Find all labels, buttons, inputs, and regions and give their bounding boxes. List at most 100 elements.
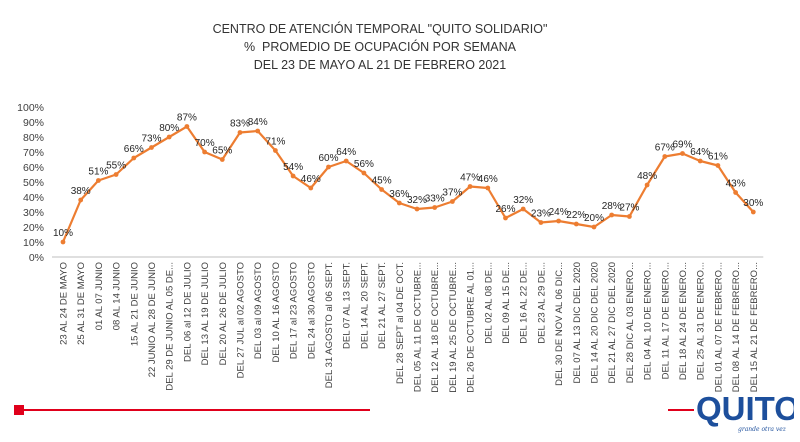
x-tick-label: DEL 11 AL 17 DE ENERO...	[660, 262, 671, 379]
data-point	[467, 184, 473, 189]
data-point	[485, 185, 491, 191]
data-point	[60, 239, 66, 245]
quito-logo: QUITO grande otra vez	[696, 390, 794, 433]
data-label: 32%	[513, 195, 533, 206]
data-point	[432, 205, 438, 210]
data-label: 48%	[637, 171, 657, 182]
data-point	[750, 209, 756, 215]
logo-wordmark: QUITO	[696, 390, 794, 427]
data-label: 32%	[407, 195, 427, 206]
x-tick-label: DEL 23 AL 29 DE...	[536, 262, 547, 344]
y-tick-label: 60%	[23, 162, 44, 174]
data-point	[609, 212, 615, 218]
data-label: 64%	[690, 147, 710, 158]
data-point	[361, 170, 367, 176]
data-label: 55%	[106, 161, 126, 172]
data-point	[166, 134, 172, 140]
x-tick-label: DEL 07 AL 13 DIC DEL 2020	[572, 262, 583, 383]
data-label: 61%	[708, 152, 728, 163]
data-point	[149, 145, 154, 150]
footer-line-right	[668, 409, 694, 411]
data-point	[503, 215, 508, 221]
x-tick-label: DEL 12 AL 18 DE OCTUBRE...	[430, 262, 441, 393]
data-label: 46%	[478, 174, 498, 185]
data-label: 60%	[318, 153, 338, 164]
data-point	[573, 221, 579, 227]
x-tick-label: DEL 14 AL 20 SEPT.	[359, 262, 370, 349]
data-label: 27%	[619, 203, 639, 214]
data-point	[662, 154, 668, 159]
data-label: 36%	[389, 189, 409, 200]
data-point	[556, 218, 561, 224]
y-tick-label: 80%	[23, 132, 44, 144]
x-tick-label: DEL 09 AL 15 DE...	[501, 262, 512, 344]
x-tick-label: DEL 02 AL 08 DE...	[483, 262, 494, 344]
data-label: 51%	[88, 167, 108, 178]
data-label: 66%	[124, 144, 144, 155]
data-label: 26%	[495, 204, 515, 215]
chart-subtitle-2: DEL 23 DE MAYO AL 21 DE FEBRERO 2021	[253, 58, 507, 72]
y-tick-label: 100%	[17, 102, 44, 114]
data-point	[733, 190, 738, 195]
x-tick-label: DEL 19 AL 25 DE OCTUBRE...	[448, 262, 459, 393]
data-point	[715, 163, 721, 168]
data-label: 22%	[566, 210, 586, 221]
data-point	[414, 206, 420, 212]
data-point	[290, 173, 296, 179]
data-label: 10%	[53, 228, 73, 239]
data-point	[113, 172, 119, 177]
y-tick-label: 70%	[23, 147, 44, 159]
data-point	[697, 158, 703, 164]
data-point	[680, 151, 685, 156]
data-point	[273, 148, 278, 153]
data-label: 33%	[425, 194, 445, 205]
x-tick-label: DEL 07 AL 13 SEPT.	[342, 262, 353, 349]
series-line	[61, 125, 755, 243]
data-label: 67%	[655, 143, 675, 154]
data-label: 54%	[283, 162, 303, 173]
data-label: 28%	[602, 201, 622, 212]
data-point	[520, 206, 526, 212]
y-tick-label: 10%	[23, 237, 44, 249]
data-label: 70%	[195, 138, 215, 149]
x-tick-label: DEL 30 DE NOV AL 06 DIC...	[554, 262, 565, 386]
chart-subtitle-1: % PROMEDIO DE OCUPACIÓN POR SEMANA	[243, 40, 517, 54]
x-tick-label: DEL 28 SEPT al 04 DE OCT.	[395, 262, 406, 384]
x-tick-label: DEL 27 JUL al 02 AGOSTO	[236, 262, 247, 378]
x-tick-label: DEL 31 AGOSTO al 06 SEPT.	[324, 262, 335, 388]
x-tick-label: DEL 25 AL 31 DE ENERO...	[696, 262, 707, 380]
data-point	[396, 200, 402, 206]
data-label: 46%	[301, 174, 321, 185]
data-label: 37%	[442, 188, 462, 199]
x-tick-label: DEL 21 AL 27 DIC DEL 2020	[607, 262, 618, 383]
data-label: 83%	[230, 119, 250, 130]
data-point	[627, 214, 632, 219]
x-tick-label: DEL 01 AL 07 DE FEBRERO...	[713, 262, 724, 392]
data-point	[219, 157, 225, 162]
x-tick-label: DEL 16 AL 22 DE...	[519, 262, 530, 344]
x-tick-label: 25 AL 31 DE MAYO	[76, 262, 87, 345]
data-label: 73%	[141, 134, 161, 145]
data-point	[538, 220, 544, 225]
data-label: 71%	[265, 137, 285, 148]
data-point	[450, 199, 455, 204]
footer-line-left	[14, 409, 370, 411]
data-label: 65%	[212, 146, 232, 157]
x-tick-label: DEL 14 AL 20 DIC DEL 2020	[590, 262, 601, 383]
x-tick-label: DEL 15 AL 21 DE FEBRERO...	[749, 262, 760, 392]
data-point	[326, 164, 331, 170]
x-tick-label: DEL 20 AL 26 DE JULIO	[218, 262, 229, 365]
data-point	[237, 130, 243, 135]
data-point	[379, 187, 384, 192]
data-point	[184, 124, 190, 129]
y-tick-label: 0%	[29, 252, 44, 264]
x-tick-label: DEL 28 DIC AL 03 ENERO...	[625, 262, 636, 383]
data-label: 56%	[354, 159, 374, 170]
data-label: 23%	[531, 209, 551, 220]
y-tick-label: 90%	[23, 117, 44, 129]
x-tick-label: DEL 24 al 30 AGOSTO	[306, 262, 317, 359]
x-tick-label: DEL 29 DE JUNIO AL 05 DE...	[165, 262, 176, 391]
x-tick-label: 15 AL 21 DE JUNIO	[129, 262, 140, 346]
data-label: 69%	[672, 140, 692, 151]
